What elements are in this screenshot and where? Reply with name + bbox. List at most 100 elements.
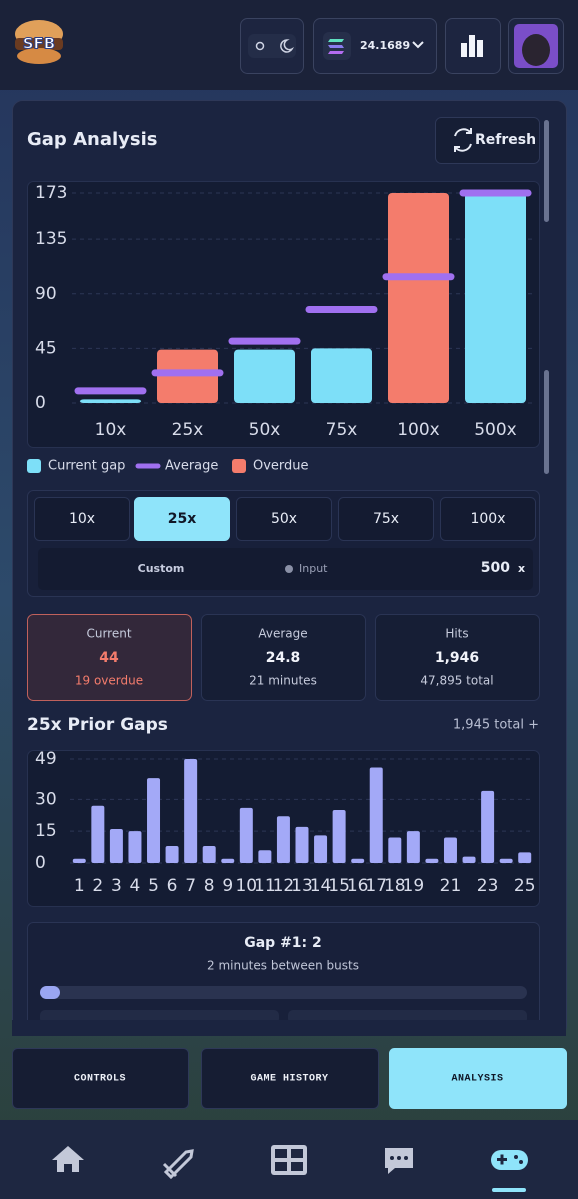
- stat-value: 44: [99, 650, 119, 666]
- stat-label: Hits: [445, 627, 468, 641]
- custom-label: Custom: [138, 562, 185, 575]
- x-tick-label: 3: [111, 876, 122, 896]
- bar: [425, 858, 439, 863]
- x-tick-label: 100x: [397, 420, 440, 440]
- scrollbar: [544, 370, 549, 474]
- refresh-label: Refresh: [475, 132, 536, 148]
- input-label: Input: [299, 562, 328, 575]
- legend-label: Current gap: [48, 459, 125, 474]
- section-tab-label: ANALYSIS: [451, 1074, 503, 1085]
- legend-swatch: [232, 459, 246, 473]
- bar: [388, 193, 449, 403]
- section-tab[interactable]: [201, 1048, 379, 1109]
- stat-card: [201, 614, 366, 701]
- bar: [258, 850, 272, 863]
- x-tick-label: 25x: [172, 420, 204, 440]
- x-tick-label: 16: [347, 876, 369, 896]
- sun-icon: [255, 41, 265, 51]
- multiplier-tab[interactable]: [440, 497, 536, 541]
- y-tick-label: 173: [35, 183, 67, 203]
- bar: [311, 348, 372, 403]
- nav-home[interactable]: [52, 1146, 84, 1172]
- input-dot: [285, 565, 293, 573]
- y-tick-label: 49: [35, 749, 57, 769]
- avatar-face: [522, 34, 550, 66]
- nav-chat[interactable]: [385, 1148, 413, 1174]
- multiplier-tab-label: 75x: [373, 511, 399, 527]
- bar: [314, 835, 328, 863]
- bar: [388, 837, 402, 863]
- multiplier-tab-label: 100x: [470, 511, 505, 527]
- bar: [91, 805, 105, 863]
- x-tick-label: 19: [403, 876, 425, 896]
- stat-label: Current: [86, 627, 131, 641]
- bar: [443, 837, 457, 863]
- x-tick-label: 7: [185, 876, 196, 896]
- legend-swatch: [27, 459, 41, 473]
- y-tick-label: 0: [35, 393, 46, 413]
- section-tab[interactable]: [12, 1048, 189, 1109]
- stat-value: 24.8: [266, 650, 301, 666]
- chevron: [412, 41, 424, 49]
- stat-sub: 21 minutes: [249, 674, 317, 688]
- section-tab[interactable]: [389, 1048, 567, 1109]
- bar: [239, 807, 253, 863]
- logo[interactable]: SFB: [15, 20, 63, 64]
- chart-box: [27, 181, 540, 448]
- x-tick-label: 10x: [95, 420, 127, 440]
- gap-subtitle: 2 minutes between busts: [207, 959, 359, 973]
- refresh-arrows: [454, 128, 472, 152]
- stat-sub: 47,895 total: [420, 674, 493, 688]
- multiplier-tab-label: 10x: [69, 511, 95, 527]
- sol-icon: [328, 39, 344, 54]
- bar: [80, 399, 141, 403]
- stats-icon: [461, 35, 483, 57]
- bar: [332, 809, 346, 863]
- x-tick-label: 8: [204, 876, 215, 896]
- section-tab-label: GAME HISTORY: [250, 1074, 328, 1085]
- stat-card: [27, 614, 192, 701]
- logo-text: SFB: [23, 35, 55, 53]
- bar: [202, 846, 216, 863]
- bar: [369, 767, 383, 863]
- x-tick-label: 17: [365, 876, 387, 896]
- x-tick-label: 6: [167, 876, 178, 896]
- bar: [72, 858, 86, 863]
- x-tick-label: 21: [440, 876, 462, 896]
- bar: [462, 856, 476, 863]
- panel-title: Gap Analysis: [27, 129, 157, 150]
- bar: [234, 349, 295, 403]
- y-tick-label: 90: [35, 284, 57, 304]
- stat-card: [375, 614, 540, 701]
- x-tick-label: 50x: [249, 420, 281, 440]
- x-tick-label: 13: [291, 876, 313, 896]
- nav-grid[interactable]: [271, 1145, 307, 1175]
- panel-bottom: [12, 1020, 566, 1036]
- nav-gamepad[interactable]: [491, 1150, 528, 1170]
- bar: [518, 852, 532, 863]
- nav-games[interactable]: [162, 1149, 194, 1180]
- x-tick-label: 4: [130, 876, 141, 896]
- multiplier-tab[interactable]: [34, 497, 130, 541]
- multiplier-tab[interactable]: [236, 497, 332, 541]
- multiplier-tab-label: 50x: [271, 511, 297, 527]
- x-tick-label: 10: [235, 876, 257, 896]
- stat-sub: 19 overdue: [75, 674, 143, 688]
- x-tick-label: 5: [148, 876, 159, 896]
- custom-value[interactable]: 500: [481, 560, 510, 576]
- multiplier-tab[interactable]: [134, 497, 230, 541]
- bar: [295, 826, 309, 863]
- x-tick-label: 12: [273, 876, 295, 896]
- bar: [221, 858, 235, 863]
- x-tick-label: 15: [328, 876, 350, 896]
- multiplier-tab-label: 25x: [168, 511, 197, 527]
- y-tick-label: 30: [35, 789, 57, 809]
- bar: [184, 759, 198, 863]
- balance: 24.1689: [360, 39, 410, 52]
- x-tick-label: 11: [254, 876, 276, 896]
- refresh-icon: [454, 128, 472, 152]
- multiplier-tab[interactable]: [338, 497, 434, 541]
- bar: [147, 778, 161, 863]
